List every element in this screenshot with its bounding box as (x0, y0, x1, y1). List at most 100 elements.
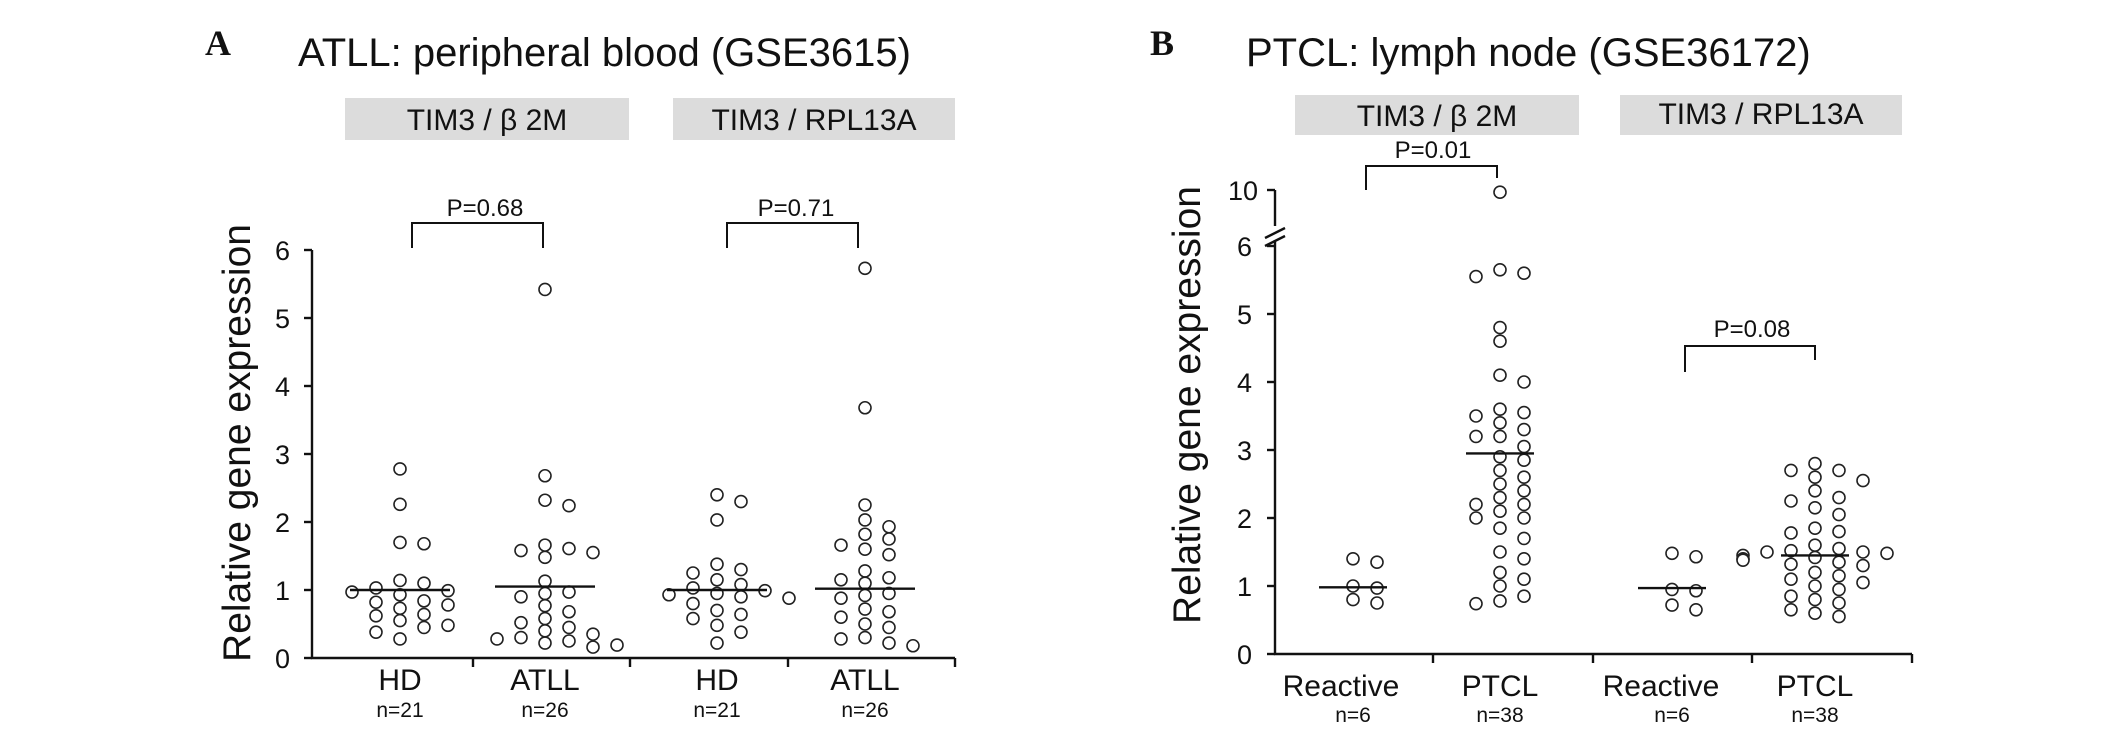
data-point (1517, 572, 1531, 587)
panel-a-ytick-label-6: 6 (275, 236, 290, 266)
data-point (1808, 470, 1822, 485)
data-point (538, 493, 552, 508)
panel-b-n-reactive-1: n=6 (1335, 704, 1371, 727)
panel-b-pvalue-2: P=0.08 (1714, 316, 1791, 343)
data-point (1832, 490, 1846, 505)
data-point (858, 576, 872, 591)
data-point (1469, 596, 1483, 611)
data-point (1880, 546, 1894, 561)
data-point (1689, 583, 1703, 598)
panel-b-ytick-label-4: 4 (1237, 368, 1252, 398)
panel-b-n-reactive-2: n=6 (1654, 704, 1690, 727)
data-point (1808, 592, 1822, 607)
data-point (1517, 422, 1531, 437)
data-point (1832, 541, 1846, 556)
data-point (1517, 266, 1531, 281)
data-point (538, 598, 552, 613)
data-point (858, 588, 872, 603)
data-point (538, 611, 552, 626)
data-point (1784, 557, 1798, 572)
data-point (1784, 543, 1798, 558)
data-point (858, 542, 872, 557)
data-point (514, 589, 528, 604)
panel-b-header-1: TIM3 / β 2M (1357, 100, 1518, 133)
panel-b-header-2: TIM3 / RPL13A (1658, 98, 1863, 131)
panel-b-ytick-label-0: 0 (1237, 640, 1252, 670)
data-point (1517, 497, 1531, 512)
data-point (562, 541, 576, 556)
panel-b-y-axis-label: Relative gene expression (1166, 186, 1209, 624)
data-point (393, 587, 407, 602)
data-point (538, 623, 552, 638)
panel-b-letter: B (1150, 23, 1174, 63)
data-point (734, 562, 748, 577)
data-point (441, 618, 455, 633)
data-point (710, 603, 724, 618)
panel-a-ytick-label-3: 3 (275, 440, 290, 470)
data-point (514, 615, 528, 630)
data-point (1832, 568, 1846, 583)
data-point (1493, 368, 1507, 383)
panel-a-n-atll-1: n=26 (521, 699, 568, 722)
data-point (834, 610, 848, 625)
data-point (1346, 551, 1360, 566)
data-point (858, 564, 872, 578)
data-point (1517, 439, 1531, 454)
data-point (858, 261, 872, 276)
data-point (1469, 429, 1483, 444)
data-point (1469, 269, 1483, 284)
data-point (1832, 582, 1846, 597)
panel-b-header-box-1 (1295, 95, 1579, 135)
data-point (710, 487, 724, 502)
data-point (1832, 596, 1846, 610)
panel-b-n-ptcl-2: n=38 (1791, 704, 1838, 727)
panel-a-header-box-1 (345, 98, 629, 140)
data-point (538, 538, 552, 552)
data-point (1808, 565, 1822, 580)
panel-a-y-axis-label: Relative gene expression (216, 224, 259, 662)
panel-a-cat-atll-2: ATLL (830, 664, 899, 697)
data-point (1493, 320, 1507, 335)
panel-b-header-box-2 (1620, 95, 1902, 135)
data-point (1370, 555, 1384, 570)
data-point (1493, 415, 1507, 430)
data-point (417, 536, 431, 551)
data-point (734, 494, 748, 509)
data-point (1493, 594, 1507, 608)
data-point (562, 498, 576, 513)
panel-a-header-2: TIM3 / RPL13A (711, 104, 916, 137)
data-point (514, 630, 528, 645)
data-point (1493, 545, 1507, 559)
data-point (1493, 504, 1507, 519)
data-point (882, 532, 896, 546)
data-point (1517, 589, 1531, 604)
data-point (1856, 575, 1870, 590)
panel-a-n-hd-1: n=21 (376, 699, 423, 722)
data-point (834, 632, 848, 646)
data-point (686, 581, 700, 595)
data-point (1493, 334, 1507, 349)
data-point (1517, 405, 1531, 420)
data-point (834, 538, 848, 552)
data-point (882, 604, 896, 619)
data-point (1346, 592, 1360, 607)
data-point (1808, 483, 1822, 498)
panel-b-pvalue-1: P=0.01 (1395, 137, 1472, 164)
data-point (393, 613, 407, 628)
data-point (734, 607, 748, 622)
data-point (686, 611, 700, 626)
data-point (538, 550, 552, 565)
data-point (369, 595, 383, 610)
data-point (882, 519, 896, 534)
data-point (393, 497, 407, 512)
data-point (834, 591, 848, 605)
data-point (586, 545, 600, 560)
data-point (393, 601, 407, 616)
data-point (882, 620, 896, 635)
data-point (1784, 572, 1798, 587)
data-point (1517, 470, 1531, 485)
data-point (1370, 596, 1384, 610)
data-point (1856, 558, 1870, 573)
data-point (1832, 609, 1846, 624)
